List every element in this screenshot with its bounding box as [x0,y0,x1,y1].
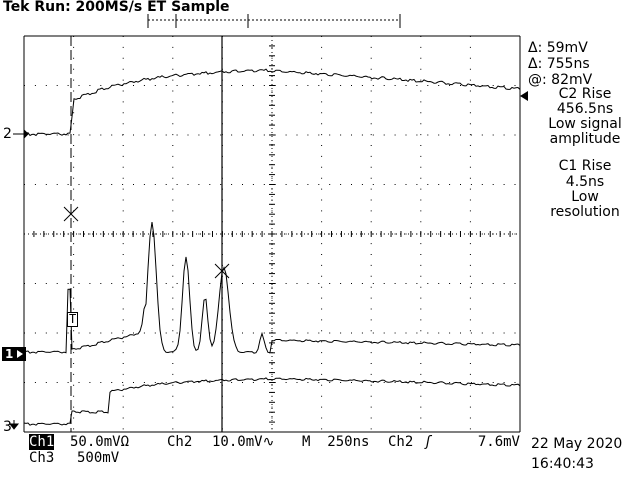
trigger-level-arrow [520,91,528,101]
ch2-scale: 10.0mV∿ [212,434,275,450]
ch3-label: Ch3 [29,450,55,466]
record-length-bar [147,14,401,28]
ch3-marker: 3 [3,419,12,435]
cursor-cross-2 [214,263,230,279]
date: 22 May 2020 [531,436,623,452]
timebase: M 250ns [302,434,370,450]
c1-note-line2: resolution [550,204,620,220]
ch2-ground-arrow-icon [13,128,29,140]
ch1-waveform [23,222,521,354]
ch1-ground-arrow-icon [17,350,23,358]
ch2-waveform [23,68,521,137]
c2-rise-value: 456.5ns [556,101,614,117]
c1-rise-value: 4.5ns [565,174,605,190]
c2-note-line2: amplitude [549,131,621,147]
ch3-scale: 500mV [77,450,120,466]
cursor-delta-voltage: Δ: 59mV [528,40,588,56]
ch3-waveform [23,377,521,426]
cursor-cross-1 [63,206,79,222]
c2-note-line1: Low signal [548,116,622,132]
ch1-marker: 1 [5,347,14,361]
ch1-scale: 50.0mVΩ [70,434,130,450]
trigger-level: 7.6mV [477,434,520,450]
ch3-ground-arrow-icon [8,420,20,430]
ch1-ground-badge [2,347,26,361]
time: 16:40:43 [531,456,594,472]
cursor-at-voltage: @: 82mV [528,72,593,88]
acquisition-status: Tek Run: 200MS/s ET Sample [3,0,230,15]
trigger-slope-icon: ʃ [424,434,433,450]
ch2-label: Ch2 [167,434,193,450]
ch2-marker: 2 [3,126,12,142]
c2-rise-title: C2 Rise [558,86,612,102]
trigger-source: Ch2 [388,434,414,450]
cursor-delta-time: Δ: 755ns [528,56,590,72]
c1-rise-title: C1 Rise [558,158,612,174]
graticule [23,35,521,433]
ch1-label: Ch1 [29,434,55,450]
trigger-marker: T [67,312,79,327]
c1-note-line1: Low [571,189,599,205]
